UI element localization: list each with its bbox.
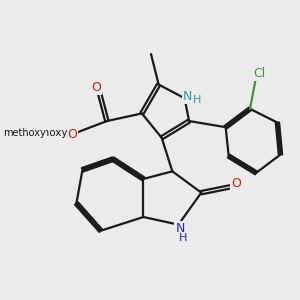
- Text: O: O: [91, 81, 101, 94]
- Text: H: H: [179, 233, 187, 243]
- Text: Cl: Cl: [253, 68, 265, 80]
- Text: methoxy: methoxy: [3, 128, 46, 138]
- Text: O: O: [67, 128, 77, 141]
- Text: H: H: [193, 95, 202, 105]
- Text: N: N: [183, 90, 192, 103]
- Text: O: O: [231, 177, 241, 190]
- Text: methoxy: methoxy: [22, 128, 67, 138]
- Text: N: N: [175, 222, 184, 235]
